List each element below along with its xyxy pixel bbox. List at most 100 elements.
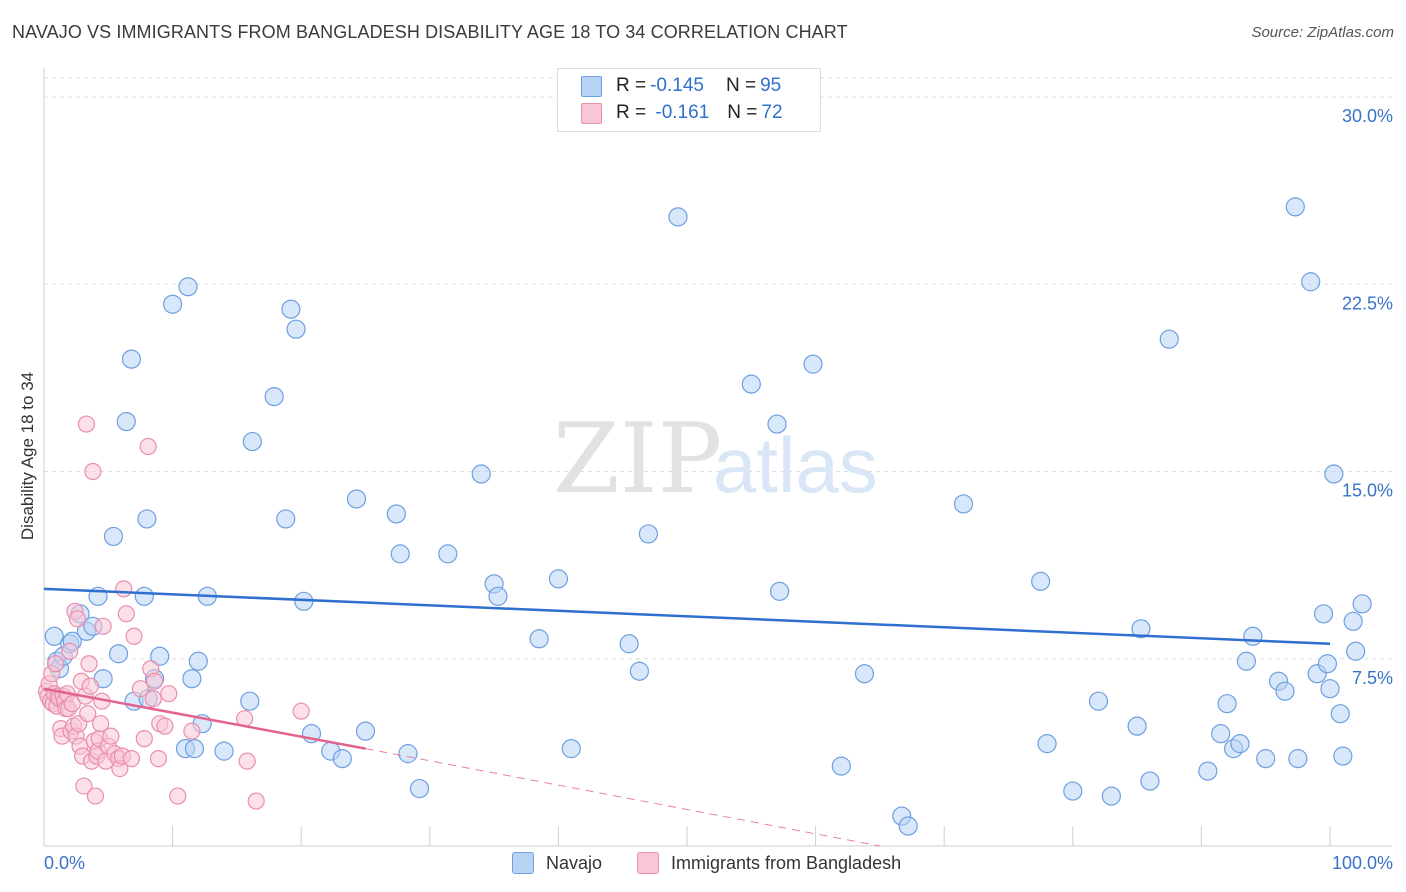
bangladesh-point bbox=[117, 605, 135, 623]
navajo-point bbox=[767, 414, 787, 434]
legend-swatch-navajo bbox=[581, 76, 602, 97]
watermark-zip: ZIP bbox=[553, 403, 722, 515]
navajo-point bbox=[438, 544, 458, 564]
legend-box: R = -0.145 N = 95 R = -0.161 N = 72 bbox=[557, 68, 821, 132]
navajo-point bbox=[548, 569, 569, 589]
navajo-trend-line bbox=[43, 587, 1331, 646]
bangladesh-point bbox=[135, 730, 153, 748]
navajo-point bbox=[1211, 724, 1231, 744]
legend-n-label: N = bbox=[725, 75, 757, 96]
legend-n-value: 95 bbox=[760, 75, 782, 96]
legend-r-label: R = bbox=[616, 75, 647, 96]
legend-r-label: R = bbox=[616, 102, 647, 123]
bangladesh-point bbox=[81, 677, 99, 695]
navajo-point bbox=[409, 778, 430, 799]
navajo-point bbox=[240, 691, 260, 711]
navajo-point bbox=[529, 629, 549, 649]
bangladesh-point bbox=[145, 672, 164, 690]
navajo-point bbox=[121, 349, 142, 369]
navajo-point bbox=[1127, 716, 1147, 736]
bangladesh-trend-line bbox=[43, 687, 366, 750]
y-tick-label: 7.5% bbox=[1352, 668, 1393, 688]
navajo-point bbox=[1343, 611, 1363, 631]
navajo-point bbox=[1236, 651, 1257, 671]
navajo-point bbox=[178, 277, 198, 297]
navajo-point bbox=[1031, 571, 1051, 591]
navajo-point bbox=[638, 524, 659, 544]
navajo-point bbox=[561, 739, 581, 759]
navajo-point bbox=[103, 526, 124, 547]
navajo-point bbox=[150, 646, 170, 666]
navajo-point bbox=[242, 431, 262, 452]
bangladesh-point bbox=[84, 462, 102, 481]
bottom-legend-navajo: Navajo bbox=[512, 852, 602, 874]
navajo-point bbox=[137, 509, 157, 529]
navajo-point bbox=[1285, 197, 1305, 217]
navajo-point bbox=[471, 464, 491, 484]
navajo-point bbox=[1256, 749, 1276, 769]
navajo-point bbox=[831, 756, 851, 776]
bangladesh-point bbox=[183, 722, 201, 740]
navajo-point bbox=[355, 721, 376, 741]
navajo-point bbox=[286, 319, 306, 339]
bangladesh-point bbox=[63, 695, 81, 713]
navajo-point bbox=[1346, 641, 1366, 661]
bangladesh-point bbox=[86, 787, 105, 805]
navajo-point bbox=[182, 669, 202, 689]
navajo-point bbox=[386, 504, 406, 524]
bangladesh-point bbox=[238, 752, 256, 770]
navajo-point bbox=[1320, 679, 1340, 699]
navajo-point bbox=[1230, 734, 1250, 754]
legend-r-value: -0.145 bbox=[650, 75, 704, 96]
navajo-point bbox=[1324, 464, 1344, 484]
navajo-point bbox=[1140, 771, 1160, 791]
navajo-point bbox=[854, 664, 875, 684]
bangladesh-point bbox=[160, 685, 178, 703]
navajo-point bbox=[1131, 619, 1151, 639]
watermark-atlas: atlas bbox=[713, 421, 878, 509]
bangladesh-point bbox=[247, 792, 265, 810]
x-tick-label: 100.0% bbox=[1332, 853, 1393, 873]
bangladesh-trend-extension bbox=[365, 748, 880, 847]
bangladesh-point bbox=[169, 787, 187, 805]
bottom-legend-label-navajo: Navajo bbox=[546, 852, 603, 873]
bangladesh-point bbox=[68, 610, 87, 628]
navajo-point bbox=[44, 626, 64, 646]
navajo-point bbox=[214, 741, 234, 761]
navajo-point bbox=[390, 544, 410, 564]
bottom-legend-swatch-navajo bbox=[512, 852, 534, 874]
legend-swatch-bangladesh bbox=[581, 103, 602, 124]
navajo-point bbox=[184, 739, 205, 759]
bangladesh-point bbox=[77, 415, 96, 433]
navajo-point bbox=[629, 661, 650, 681]
bangladesh-point bbox=[156, 717, 174, 735]
bottom-legend: Navajo Immigrants from Bangladesh bbox=[0, 850, 1406, 878]
navajo-point bbox=[1063, 781, 1083, 801]
navajo-point bbox=[741, 374, 761, 394]
bangladesh-point bbox=[125, 627, 143, 645]
navajo-point bbox=[281, 299, 301, 319]
bangladesh-point bbox=[61, 642, 79, 660]
navajo-point bbox=[276, 509, 296, 529]
bangladesh-point bbox=[102, 727, 120, 745]
navajo-point bbox=[488, 586, 508, 606]
navajo-point bbox=[1217, 694, 1237, 714]
navajo-point bbox=[1352, 594, 1372, 614]
navajo-point bbox=[668, 207, 688, 227]
source-label: Source: ZipAtlas.com bbox=[1251, 24, 1394, 41]
navajo-point bbox=[1101, 786, 1121, 806]
bangladesh-point bbox=[75, 777, 93, 795]
navajo-point bbox=[264, 387, 284, 407]
navajo-point bbox=[163, 294, 183, 314]
bangladesh-point bbox=[46, 655, 65, 673]
y-tick-label: 15.0% bbox=[1342, 481, 1393, 501]
bottom-legend-swatch-bangladesh bbox=[637, 852, 659, 874]
legend-row-bangladesh: R = -0.161 N = 72 bbox=[581, 100, 783, 126]
navajo-point bbox=[332, 749, 352, 769]
navajo-point bbox=[116, 411, 136, 432]
x-tick-label: 0.0% bbox=[44, 853, 85, 873]
navajo-point bbox=[1198, 761, 1218, 781]
bangladesh-point bbox=[94, 617, 112, 635]
bangladesh-point bbox=[139, 437, 157, 456]
